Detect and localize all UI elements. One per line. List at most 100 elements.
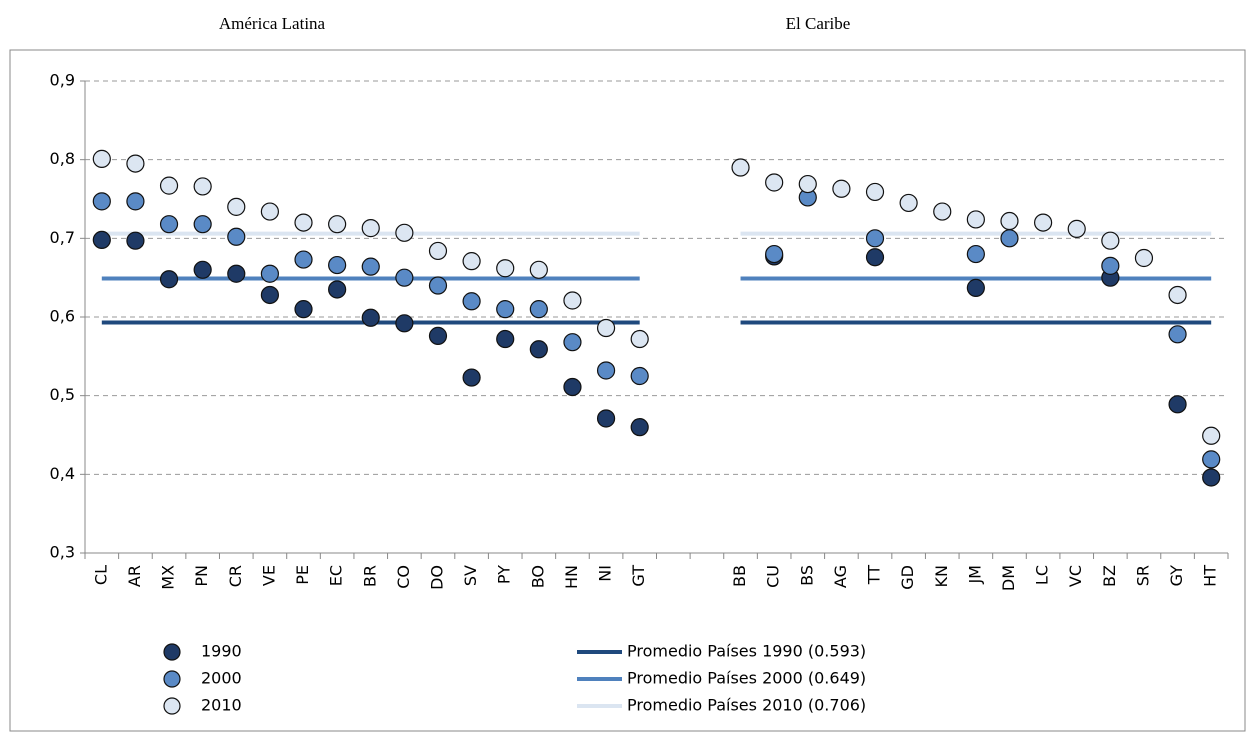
legend-label: Promedio Países 1990 (0.593) — [627, 642, 866, 661]
dot — [596, 361, 616, 380]
x-tick-label: PE — [293, 565, 312, 585]
dot — [328, 280, 347, 299]
x-tick-label: CR — [226, 565, 245, 587]
dot — [193, 215, 212, 234]
x-tick-label: LC — [1033, 565, 1052, 585]
x-tick-label: DO — [427, 565, 446, 590]
dot — [260, 264, 279, 283]
dot — [1067, 219, 1086, 238]
dot — [496, 259, 515, 278]
dot — [92, 230, 111, 250]
x-tick-label: HT — [1201, 565, 1220, 587]
x-tick-label: NI — [596, 565, 615, 582]
dot — [1101, 256, 1120, 275]
dot — [765, 244, 784, 264]
dot — [630, 366, 649, 386]
x-tick-label: BB — [730, 565, 749, 587]
dot — [126, 154, 145, 173]
x-tick-label: DM — [999, 565, 1018, 591]
dot — [428, 276, 448, 295]
dot — [865, 229, 885, 248]
x-tick-label: GY — [1167, 565, 1186, 587]
legend-marker — [163, 643, 181, 661]
dot — [260, 202, 279, 221]
legend-marker — [163, 697, 181, 715]
dot — [1168, 395, 1187, 414]
dot — [966, 278, 985, 297]
dot — [529, 260, 548, 279]
dot — [596, 318, 616, 338]
dot — [294, 300, 313, 319]
x-tick-label: SV — [461, 565, 480, 586]
dot — [428, 241, 448, 261]
dot — [966, 210, 985, 229]
x-tick-label: VE — [259, 565, 278, 586]
dot — [395, 223, 414, 242]
dot — [933, 202, 952, 221]
dot — [395, 268, 414, 287]
dot — [798, 174, 817, 194]
y-tick-label: 0,8 — [50, 149, 75, 168]
dot — [361, 257, 380, 276]
group-label: El Caribe — [786, 14, 851, 33]
dot — [92, 192, 111, 211]
x-tick-label: BZ — [1100, 565, 1119, 587]
dot — [1202, 468, 1221, 487]
dot — [227, 227, 246, 246]
y-tick-label: 0,4 — [50, 464, 75, 483]
dot — [193, 260, 212, 279]
dot — [159, 270, 179, 289]
dot — [1168, 325, 1187, 344]
dot — [1168, 285, 1187, 305]
dot — [395, 314, 414, 333]
y-tick-label: 0,9 — [50, 71, 75, 90]
x-tick-label: HN — [562, 565, 581, 589]
dot — [630, 329, 649, 349]
x-tick-label: JM — [965, 565, 984, 585]
dot — [428, 326, 448, 345]
dot — [1202, 426, 1221, 445]
dot — [260, 285, 279, 305]
dot — [529, 300, 548, 319]
dot — [462, 292, 481, 311]
dot — [596, 409, 616, 428]
dot — [126, 231, 145, 250]
x-tick-label: BS — [797, 565, 816, 586]
legend-label: Promedio Países 2010 (0.706) — [627, 696, 866, 715]
dot — [328, 255, 347, 275]
x-tick-label: AR — [125, 565, 144, 587]
dot — [630, 418, 649, 437]
x-tick-label: AG — [831, 565, 850, 588]
x-tick-label: BR — [360, 565, 379, 587]
x-tick-label: SR — [1133, 565, 1152, 586]
dot — [765, 173, 784, 192]
legend-label: 2000 — [201, 669, 242, 688]
x-tick-label: VC — [1066, 565, 1085, 587]
x-tick-label: CL — [91, 565, 110, 585]
dot — [159, 176, 179, 195]
dot — [227, 197, 246, 216]
dot — [563, 291, 582, 310]
dot — [1101, 231, 1120, 250]
y-tick-label: 0,7 — [50, 228, 75, 247]
legend-label: 1990 — [201, 642, 242, 661]
y-tick-label: 0,3 — [50, 543, 75, 562]
dot — [294, 213, 313, 232]
dot — [126, 192, 145, 211]
x-tick-label: KN — [932, 565, 951, 587]
x-tick-label: CO — [394, 565, 413, 589]
legend-marker — [163, 670, 181, 688]
dot — [899, 193, 918, 213]
x-tick-label: CU — [764, 565, 783, 588]
dot — [966, 244, 985, 264]
y-tick-label: 0,5 — [50, 385, 75, 404]
legend-label: 2010 — [201, 696, 242, 715]
dot — [865, 182, 885, 202]
dot — [1000, 211, 1019, 231]
x-tick-label: GT — [629, 565, 648, 587]
legend-label: Promedio Países 2000 (0.649) — [627, 669, 866, 688]
dot — [193, 177, 212, 196]
dot — [92, 149, 111, 168]
dot — [328, 215, 347, 234]
dot — [159, 215, 179, 234]
